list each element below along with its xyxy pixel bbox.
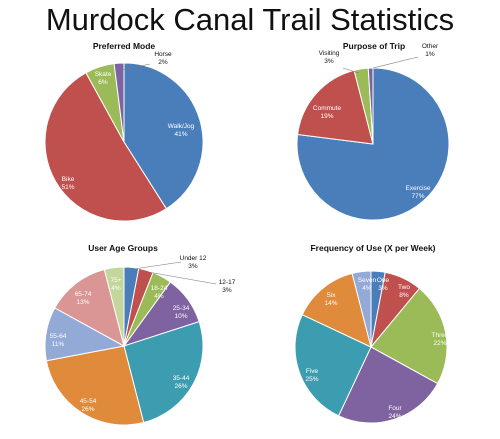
chart-purpose-of-trip: Purpose of Trip Exercise 77% Commute 19% Visi… <box>296 41 450 221</box>
data-label-exercise: Exercise 77% <box>406 185 431 200</box>
slice-six <box>301 272 372 348</box>
data-label-three: Three 22% <box>432 332 449 347</box>
leader-line-horse <box>121 63 151 71</box>
leader-line-visiting <box>342 67 360 74</box>
data-label-other: Other 1% <box>422 43 439 58</box>
chart-preferred-mode: Preferred Mode Walk/Jog 41% Bike 51% Skate 6% H… <box>44 41 204 222</box>
data-label-18-24: 18-24 4% <box>151 285 168 300</box>
data-label-one: One 3% <box>377 277 390 292</box>
slice-four <box>337 346 439 424</box>
slice-bike <box>44 72 168 222</box>
data-label-commute: Commute 19% <box>313 105 342 120</box>
data-label-six: Six 14% <box>324 292 337 307</box>
slice-35-44 <box>123 320 204 424</box>
slice-commute <box>297 69 374 145</box>
slice-seven <box>351 270 372 348</box>
data-label-75: 75+ 4% <box>110 277 121 292</box>
chart-title-frequency-of-use-x-per-week: Frequency of Use (X per Week) <box>310 243 435 253</box>
data-label-horse: Horse 2% <box>154 51 172 66</box>
data-label-five: Five 25% <box>305 368 318 383</box>
data-label-seven: Seven 4% <box>358 277 377 292</box>
leader-line-12-17 <box>147 271 217 285</box>
data-label-two: Two 8% <box>398 284 410 299</box>
slice-65-74 <box>54 268 125 347</box>
data-label-visiting: Visiting 3% <box>319 50 340 65</box>
main-title: Murdock Canal Trail Statistics <box>45 2 455 37</box>
chart-title-user-age-groups: User Age Groups <box>88 243 158 253</box>
data-label-25-34: 25-34 10% <box>173 305 190 320</box>
chart-frequency-of-use-x-per-week: Frequency of Use (X per Week) One 3% Two 8% T… <box>294 243 449 424</box>
slice-other <box>367 67 374 145</box>
data-label-four: Four 24% <box>388 405 402 420</box>
slice-75 <box>103 266 125 347</box>
chart-title-purpose-of-trip: Purpose of Trip <box>343 41 405 51</box>
chart-user-age-groups: User Age Groups Under 12 3% 12-17 3% 18-24 4% 2… <box>44 243 236 426</box>
slice-five <box>294 313 372 417</box>
slice-45-54 <box>45 345 145 426</box>
data-label-under-12: Under 12 3% <box>180 255 207 270</box>
slice-exercise <box>296 67 450 221</box>
data-label-walk-jog: Walk/Jog 41% <box>168 123 195 138</box>
data-label-bike: Bike 51% <box>61 176 74 191</box>
slice-three <box>370 287 448 385</box>
data-label-45-54: 45-54 26% <box>80 398 97 413</box>
data-label-skate: Skate 6% <box>95 71 112 86</box>
leader-line-under-12 <box>133 261 182 270</box>
data-label-55-64: 55-64 11% <box>50 333 67 348</box>
chart-title-preferred-mode: Preferred Mode <box>93 41 156 51</box>
leader-line-other <box>372 56 419 69</box>
data-label-12-17: 12-17 3% <box>219 279 236 294</box>
slice-horse <box>113 62 125 143</box>
data-label-35-44: 35-44 26% <box>173 375 190 390</box>
data-label-65-74: 65-74 13% <box>75 291 92 306</box>
